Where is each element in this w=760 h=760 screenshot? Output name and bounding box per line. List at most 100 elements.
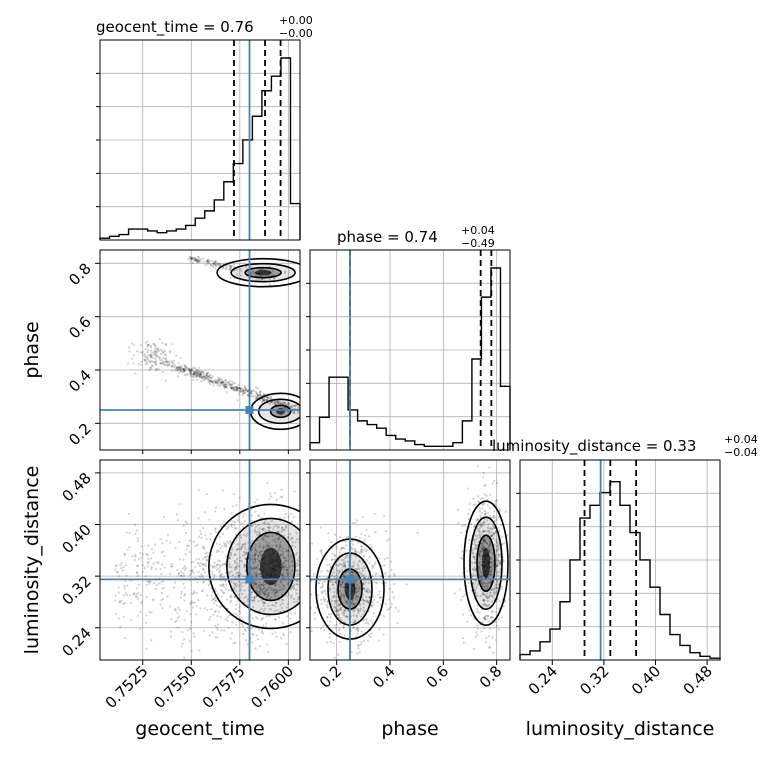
sample-point xyxy=(293,612,296,615)
sample-point xyxy=(236,387,239,390)
sample-point xyxy=(154,360,157,364)
sample-point xyxy=(159,567,162,571)
sample-point xyxy=(198,373,201,376)
sample-point xyxy=(486,512,490,515)
sample-point xyxy=(174,609,177,612)
sample-point xyxy=(199,373,203,376)
sample-point xyxy=(492,591,495,595)
sample-point xyxy=(492,532,495,535)
sample-point xyxy=(480,542,483,545)
sample-point xyxy=(188,550,191,554)
sample-point xyxy=(333,599,337,602)
sample-point xyxy=(279,544,282,547)
sample-point xyxy=(206,263,209,266)
sample-point xyxy=(190,256,193,260)
sample-point xyxy=(485,618,488,621)
sample-point xyxy=(339,563,342,566)
sample-point xyxy=(491,482,494,485)
sample-point xyxy=(359,572,363,575)
sample-point xyxy=(230,386,233,390)
sample-point xyxy=(155,354,158,357)
sample-point xyxy=(191,592,194,596)
sample-point xyxy=(219,588,223,592)
sample-point xyxy=(333,590,336,594)
sample-point xyxy=(252,585,255,588)
sample-point xyxy=(488,594,491,597)
sample-point xyxy=(153,543,157,546)
sample-point xyxy=(368,543,372,546)
sample-point xyxy=(235,503,238,507)
sample-point xyxy=(274,541,277,544)
sample-point xyxy=(366,620,369,623)
sample-point xyxy=(255,573,258,576)
sample-point xyxy=(179,357,182,360)
sample-point xyxy=(359,607,362,610)
sample-point xyxy=(214,599,217,602)
sample-point xyxy=(329,620,332,623)
sample-point xyxy=(242,389,245,392)
sample-point xyxy=(241,543,244,546)
sample-point xyxy=(498,507,501,510)
sample-point xyxy=(120,561,123,565)
sample-point xyxy=(246,643,249,646)
sample-point xyxy=(491,616,494,619)
truth-marker xyxy=(245,575,254,584)
sample-point xyxy=(326,641,329,644)
sample-point xyxy=(180,574,183,577)
sample-point xyxy=(483,502,486,505)
sample-point xyxy=(133,343,136,346)
sample-point xyxy=(242,390,245,393)
sample-point xyxy=(195,372,198,376)
sample-point xyxy=(158,582,161,585)
sample-point xyxy=(356,584,359,587)
sample-point xyxy=(249,556,253,559)
sample-point xyxy=(357,647,360,650)
sample-point xyxy=(239,388,242,392)
sample-point xyxy=(236,599,239,602)
sample-point xyxy=(240,548,243,551)
sample-point xyxy=(228,566,231,569)
sample-point xyxy=(486,519,489,522)
sample-point xyxy=(246,604,249,607)
sample-point xyxy=(236,388,239,391)
sample-point xyxy=(320,590,323,593)
sample-point xyxy=(373,563,376,566)
sample-point xyxy=(266,398,269,401)
sample-point xyxy=(495,482,499,485)
sample-point xyxy=(355,598,358,602)
sample-point xyxy=(195,258,198,261)
sample-point xyxy=(325,566,327,568)
sample-point xyxy=(233,568,237,571)
sample-point xyxy=(344,565,347,568)
sample-point xyxy=(322,624,325,627)
sample-point xyxy=(231,574,234,577)
sample-point xyxy=(147,348,150,352)
sample-point xyxy=(163,555,166,558)
sample-point xyxy=(352,626,355,629)
sample-point xyxy=(188,539,191,542)
sample-point xyxy=(489,566,493,569)
sample-point xyxy=(365,548,368,551)
sample-point xyxy=(490,535,494,538)
sample-point xyxy=(479,497,482,500)
sample-point xyxy=(306,548,308,550)
sample-point xyxy=(276,400,279,403)
sample-point xyxy=(476,624,479,627)
sample-point xyxy=(191,372,194,375)
sample-point xyxy=(329,632,332,636)
sample-point xyxy=(273,400,276,404)
sample-point xyxy=(239,390,242,393)
sample-point xyxy=(210,377,213,380)
sample-point xyxy=(203,375,206,378)
sample-point xyxy=(274,631,277,634)
sample-point xyxy=(478,553,481,556)
sample-point xyxy=(241,390,245,393)
sample-point xyxy=(353,619,356,622)
sample-point xyxy=(219,263,222,266)
sample-point xyxy=(496,541,499,544)
sample-point xyxy=(494,531,498,534)
sample-point xyxy=(152,599,155,602)
sample-point xyxy=(126,362,130,365)
sample-point xyxy=(295,551,299,555)
sample-point xyxy=(237,386,241,390)
